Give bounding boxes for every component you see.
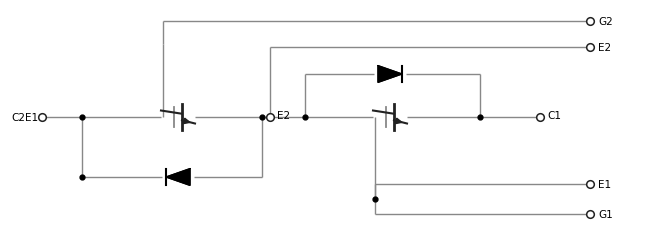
Text: E2: E2: [277, 111, 290, 120]
Text: E1: E1: [598, 179, 611, 189]
Polygon shape: [395, 119, 402, 124]
Text: G1: G1: [598, 209, 613, 219]
Text: E2: E2: [598, 43, 611, 53]
Polygon shape: [378, 66, 402, 83]
Polygon shape: [183, 119, 190, 124]
Polygon shape: [166, 169, 190, 186]
Text: G2: G2: [598, 17, 613, 27]
Text: C1: C1: [547, 111, 561, 120]
Text: C2E1: C2E1: [11, 113, 38, 122]
